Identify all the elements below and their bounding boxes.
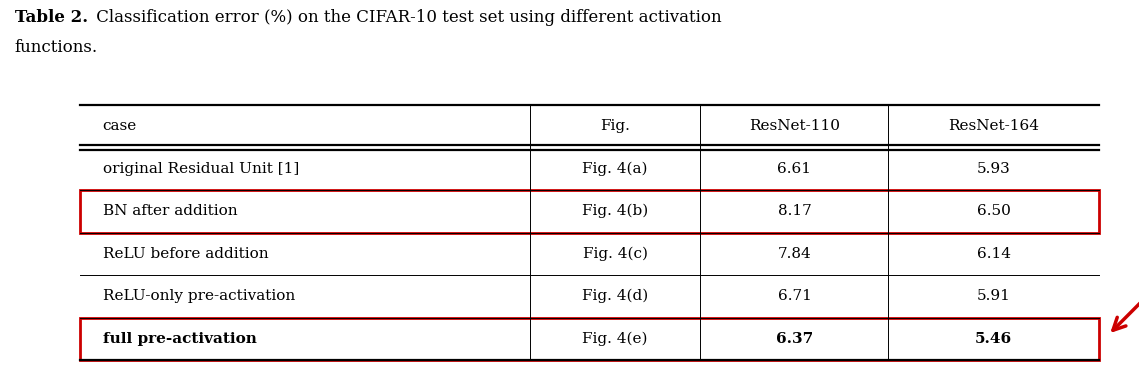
Text: Fig. 4(d): Fig. 4(d) bbox=[582, 289, 648, 303]
Text: full pre-activation: full pre-activation bbox=[103, 332, 256, 346]
Text: ResNet-164: ResNet-164 bbox=[949, 119, 1039, 133]
Text: 5.91: 5.91 bbox=[977, 289, 1010, 303]
Text: 6.61: 6.61 bbox=[778, 162, 811, 176]
Text: 6.14: 6.14 bbox=[977, 247, 1010, 261]
Text: functions.: functions. bbox=[15, 39, 98, 56]
Text: 7.84: 7.84 bbox=[778, 247, 811, 261]
Text: Fig. 4(a): Fig. 4(a) bbox=[582, 162, 648, 176]
Text: ResNet-110: ResNet-110 bbox=[749, 119, 839, 133]
Text: 8.17: 8.17 bbox=[778, 204, 811, 218]
Text: ReLU before addition: ReLU before addition bbox=[103, 247, 268, 261]
Text: 6.37: 6.37 bbox=[776, 332, 813, 346]
Text: original Residual Unit [1]: original Residual Unit [1] bbox=[103, 162, 298, 176]
Text: 5.46: 5.46 bbox=[975, 332, 1013, 346]
Text: Fig. 4(b): Fig. 4(b) bbox=[582, 204, 648, 219]
Text: Fig.: Fig. bbox=[600, 119, 630, 133]
Text: ReLU-only pre-activation: ReLU-only pre-activation bbox=[103, 289, 295, 303]
Text: case: case bbox=[103, 119, 137, 133]
Text: Table 2.: Table 2. bbox=[15, 9, 88, 26]
Text: 6.71: 6.71 bbox=[778, 289, 811, 303]
Text: Classification error (%) on the CIFAR-10 test set using different activation: Classification error (%) on the CIFAR-10… bbox=[91, 9, 722, 26]
Text: Fig. 4(e): Fig. 4(e) bbox=[582, 332, 648, 346]
Text: 6.50: 6.50 bbox=[977, 204, 1010, 218]
Text: BN after addition: BN after addition bbox=[103, 204, 237, 218]
Text: Fig. 4(c): Fig. 4(c) bbox=[582, 246, 648, 261]
Text: 5.93: 5.93 bbox=[977, 162, 1010, 176]
